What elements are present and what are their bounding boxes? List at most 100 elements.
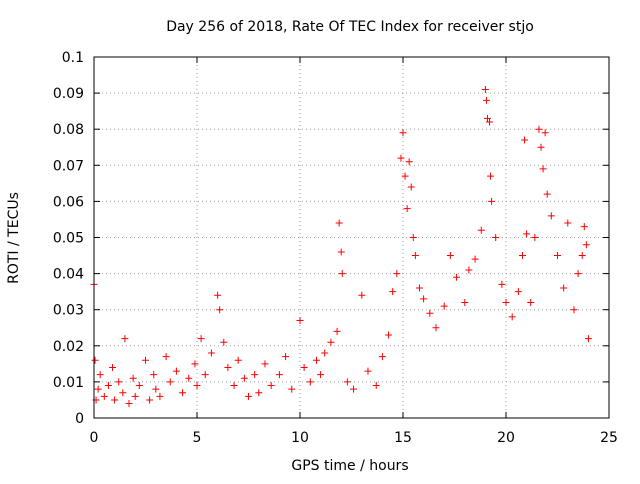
data-point [409,234,417,241]
data-point [255,389,263,397]
data-point [574,270,582,278]
y-tick-label: 0.05 [53,231,84,247]
data-point [492,234,500,241]
data-point [488,197,496,205]
data-point [337,248,345,256]
data-point [440,302,448,310]
data-point [146,396,154,404]
data-point [393,270,401,278]
data-point [166,378,174,386]
data-point [121,335,129,343]
data-point [518,252,526,260]
data-point [508,313,516,321]
data-point [482,96,490,104]
data-point [288,385,296,393]
data-point [584,335,592,343]
data-point [300,363,308,371]
y-tick-label: 0.08 [53,122,84,138]
data-point [282,353,290,361]
data-point [403,205,411,213]
x-tick-label: 5 [193,430,202,446]
data-point [261,360,269,368]
data-point [335,219,343,227]
x-tick-label: 25 [600,430,618,446]
data-point [338,270,346,278]
y-tick-label: 0.06 [53,194,84,210]
data-point [251,371,259,379]
data-point [296,317,304,325]
data-point [389,288,397,296]
x-axis-label: GPS time / hours [291,458,408,474]
data-point [541,129,549,137]
data-point [547,212,555,220]
data-point [446,252,454,260]
chart-title: Day 256 of 2018, Rate Of TEC Index for r… [166,19,534,35]
y-tick-label: 0.02 [53,339,84,355]
data-point [487,172,495,180]
data-point [523,230,531,238]
y-axis-label: ROTI / TECUs [6,192,22,284]
data-point [193,382,201,390]
data-point [426,309,434,317]
data-point [234,356,242,364]
data-point [385,331,393,339]
data-point [560,284,568,292]
data-point [432,324,440,332]
data-point [350,385,358,393]
data-point [317,371,325,379]
data-point [125,400,133,408]
data-point [364,367,372,375]
data-point [152,385,160,393]
data-point [197,335,205,343]
data-point [483,114,491,122]
x-tick-label: 0 [90,430,99,446]
data-point [461,298,469,306]
data-point [207,349,215,357]
data-point [240,374,248,382]
data-point [104,382,112,390]
data-point [521,136,529,144]
data-point [172,367,180,375]
data-point [312,356,320,364]
data-point [119,389,127,397]
data-point [156,392,164,400]
data-point [220,338,228,346]
data-point [580,223,588,231]
data-point [481,85,489,93]
data-point [453,273,461,281]
data-point [570,306,578,314]
data-point [224,363,232,371]
data-point [91,356,99,364]
data-point [514,288,522,296]
data-point [372,382,380,390]
data-point [306,378,314,386]
data-point [397,154,405,162]
data-point [407,183,415,191]
data-point [267,382,275,390]
data-point [411,252,419,260]
data-point [162,353,170,361]
data-point [214,291,222,299]
data-point [245,392,252,400]
data-point [554,252,561,260]
x-tick-label: 20 [497,430,515,446]
y-tick-label: 0.09 [53,86,84,102]
data-point [564,219,572,227]
data-point [96,371,104,379]
data-point [321,349,329,357]
data-point [191,360,199,368]
data-point [535,125,543,133]
data-point [275,371,283,379]
data-point [343,378,351,386]
data-point [230,382,238,390]
data-point [401,172,409,180]
data-point [135,382,143,390]
data-point [109,363,117,371]
data-point [94,385,102,393]
data-point [201,371,209,379]
data-point [471,255,479,263]
data-point [477,226,485,234]
